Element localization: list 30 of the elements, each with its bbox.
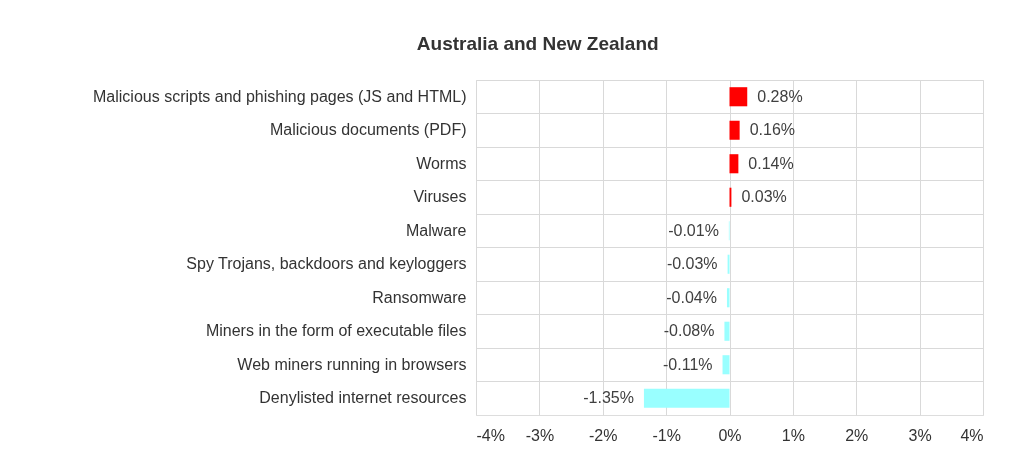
x-tick-label: 1% (781, 426, 805, 444)
y-tick-label: Worms (416, 154, 467, 172)
chart-title: Australia and New Zealand (416, 33, 659, 54)
x-tick-label: 2% (845, 426, 869, 444)
x-tick-label: 3% (908, 426, 932, 444)
x-tick-label: -4% (476, 426, 505, 444)
x-tick-label: -1% (652, 426, 681, 444)
y-tick-label: Denylisted internet resources (259, 389, 467, 407)
y-tick-label: Malware (406, 221, 467, 239)
data-label: -0.03% (666, 255, 718, 273)
data-label: 0.14% (748, 154, 794, 172)
x-tick-label: 0% (718, 426, 742, 444)
data-label: -0.08% (663, 322, 715, 340)
x-tick-label: -2% (589, 426, 618, 444)
y-tick-label: Malicious scripts and phishing pages (JS and HTML) (93, 87, 467, 105)
data-label: 0.16% (749, 121, 796, 139)
data-label: -1.35% (583, 389, 634, 407)
data-label: -0.04% (666, 288, 717, 306)
x-tick-label: 4% (960, 426, 984, 444)
data-label: -0.01% (668, 221, 719, 239)
data-label: -0.11% (663, 355, 713, 373)
data-label: 0.03% (741, 188, 787, 206)
y-tick-label: Malicious documents (PDF) (270, 121, 467, 139)
y-tick-label: Miners in the form of executable files (205, 322, 467, 340)
y-tick-label: Viruses (413, 188, 467, 206)
y-tick-label: Spy Trojans, backdoors and keyloggers (186, 255, 467, 273)
y-tick-label: Ransomware (372, 288, 467, 306)
x-tick-label: -3% (525, 426, 555, 444)
y-tick-label: Web miners running in browsers (237, 355, 467, 373)
data-label: 0.28% (757, 87, 803, 105)
